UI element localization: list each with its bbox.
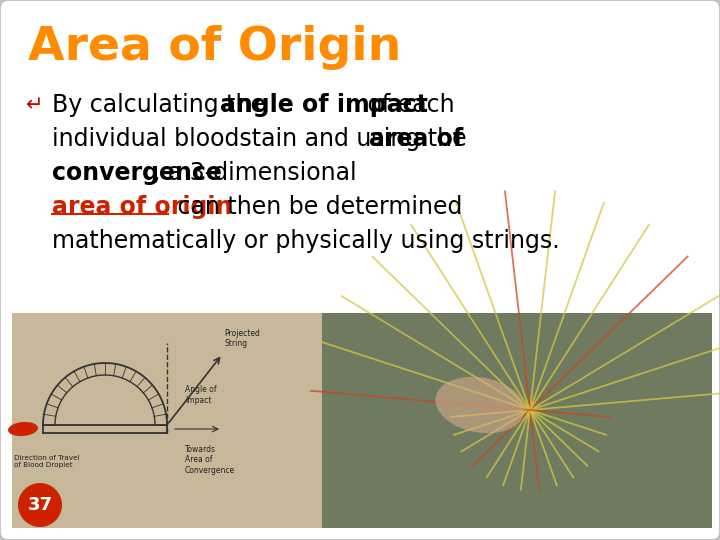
Text: Angle of
Impact: Angle of Impact <box>185 386 217 404</box>
Text: Projected
String: Projected String <box>225 329 261 348</box>
Text: Towards
Area of
Convergence: Towards Area of Convergence <box>185 445 235 475</box>
Ellipse shape <box>8 422 38 436</box>
Text: of each: of each <box>360 93 454 117</box>
Circle shape <box>18 483 62 527</box>
Text: ↵: ↵ <box>26 95 43 115</box>
Text: individual bloodstain and using the: individual bloodstain and using the <box>52 127 474 151</box>
Text: can then be determined: can then be determined <box>170 195 462 219</box>
FancyBboxPatch shape <box>12 313 322 528</box>
Text: , a 3-dimensional: , a 3-dimensional <box>153 161 356 185</box>
Text: 37: 37 <box>27 496 53 514</box>
Text: Direction of Travel
of Blood Droplet: Direction of Travel of Blood Droplet <box>14 455 79 468</box>
Text: area of: area of <box>369 127 463 151</box>
Text: angle of impact: angle of impact <box>220 93 428 117</box>
FancyBboxPatch shape <box>322 313 712 528</box>
Text: Area of Origin: Area of Origin <box>28 25 401 70</box>
Text: convergence: convergence <box>52 161 222 185</box>
Text: area of origin: area of origin <box>52 195 233 219</box>
Text: mathematically or physically using strings.: mathematically or physically using strin… <box>52 229 559 253</box>
Text: By calculating the: By calculating the <box>52 93 272 117</box>
Ellipse shape <box>436 377 525 433</box>
